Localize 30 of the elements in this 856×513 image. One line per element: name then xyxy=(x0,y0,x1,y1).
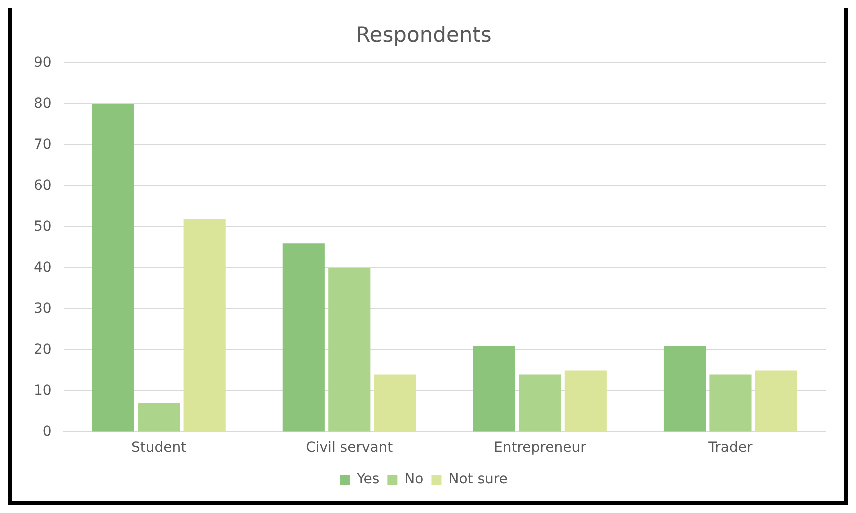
y-tick-label: 70 xyxy=(34,136,52,153)
bar xyxy=(328,268,371,432)
x-tick-label: Civil servant xyxy=(306,440,394,456)
bar xyxy=(519,374,562,432)
bar xyxy=(92,104,134,432)
y-tick-label: 20 xyxy=(34,342,52,358)
y-tick-label: 80 xyxy=(34,96,52,112)
y-tick-label: 10 xyxy=(34,382,52,399)
y-tick-label: 0 xyxy=(42,424,52,440)
bar xyxy=(374,374,416,432)
bar xyxy=(710,374,752,432)
y-tick-label: 30 xyxy=(34,300,52,317)
bar xyxy=(138,404,180,432)
y-tick-label: 60 xyxy=(34,178,52,194)
legend-label: Not sure xyxy=(448,472,508,488)
chart-title: Respondents xyxy=(356,23,492,48)
bar xyxy=(282,244,325,432)
bar xyxy=(564,370,607,432)
bar xyxy=(184,219,226,432)
y-tick-label: 90 xyxy=(34,54,52,71)
legend-label: Yes xyxy=(356,472,380,488)
x-tick-label: Entrepreneur xyxy=(494,440,587,456)
y-tick-label: 40 xyxy=(34,260,52,276)
y-tick-label: 50 xyxy=(34,218,52,235)
x-tick-label: Student xyxy=(132,440,188,456)
bar xyxy=(664,346,706,432)
bar xyxy=(473,346,516,432)
x-tick-label: Trader xyxy=(708,440,754,456)
legend-label: No xyxy=(404,472,424,488)
bar xyxy=(755,370,798,432)
